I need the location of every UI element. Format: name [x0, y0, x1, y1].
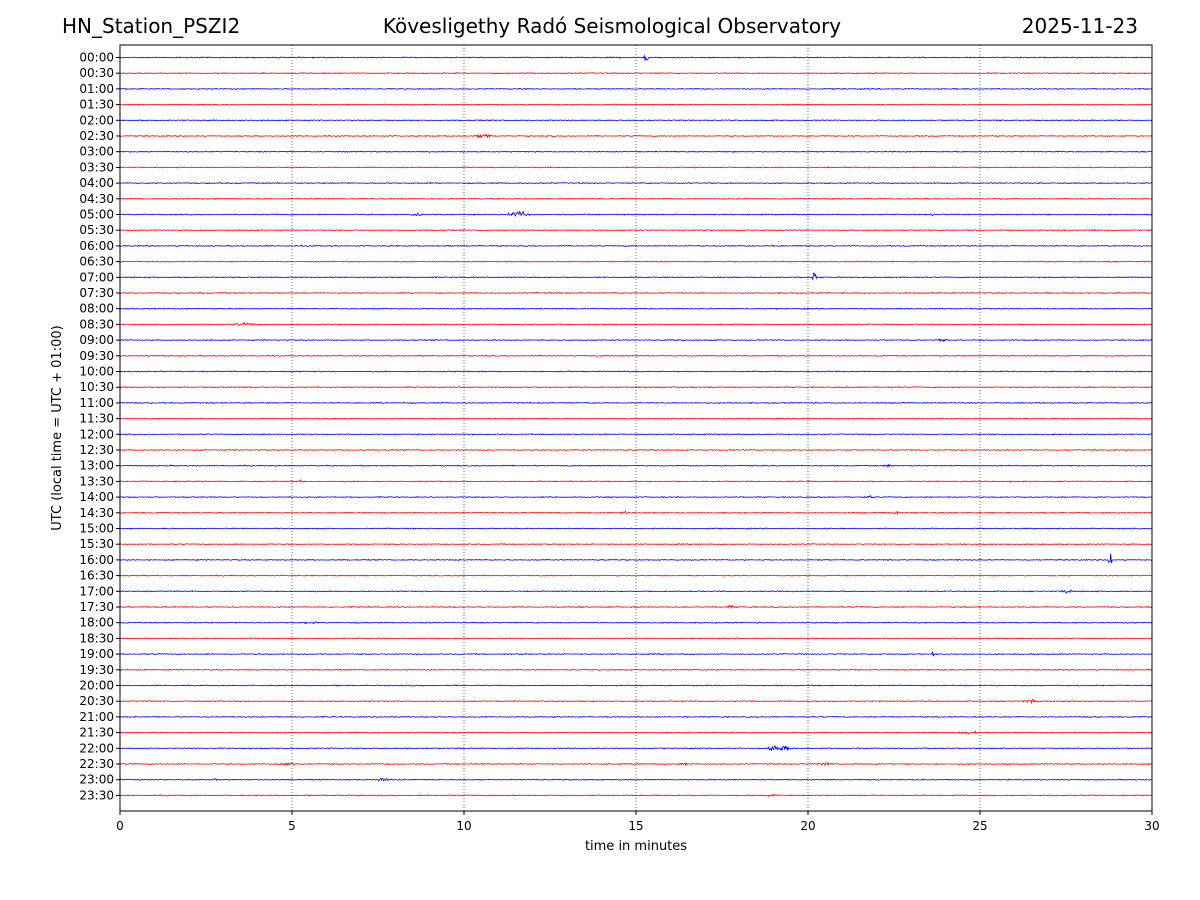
- y-tick-label: 12:30: [79, 443, 114, 457]
- y-tick-label: 15:30: [79, 537, 114, 551]
- trace-line-2230: [119, 761, 1152, 767]
- y-tick-label: 01:00: [79, 82, 114, 96]
- y-tick-label: 22:30: [79, 757, 114, 771]
- x-tick-label: 10: [456, 819, 471, 833]
- y-tick-label: 21:00: [79, 710, 114, 724]
- x-axis-label: time in minutes: [585, 839, 687, 854]
- trace-line-0300: [119, 150, 1153, 153]
- y-tick-label: 05:00: [79, 208, 114, 222]
- trace-line-1600: [119, 553, 1153, 564]
- y-tick-label: 19:30: [79, 663, 114, 677]
- trace-line-2000: [120, 684, 1153, 687]
- y-tick-label: 13:30: [79, 474, 114, 488]
- trace-line-1800: [119, 621, 1153, 625]
- y-tick-label: 19:00: [79, 647, 114, 661]
- trace-line-0800: [119, 307, 1153, 310]
- y-tick-label: 12:00: [79, 427, 114, 441]
- y-tick-label: 17:30: [79, 600, 114, 614]
- trace-line-0530: [119, 228, 1153, 232]
- plot-date: 2025-11-23: [1021, 14, 1138, 38]
- trace-line-2100: [119, 715, 1153, 719]
- y-tick-label: 14:30: [79, 506, 114, 520]
- y-tick-label: 08:00: [79, 302, 114, 316]
- trace-line-1130: [119, 417, 1153, 420]
- station-name: HN_Station_PSZI2: [62, 14, 241, 38]
- trace-line-1430: [119, 510, 1153, 516]
- y-tick-label: 23:00: [79, 773, 114, 787]
- y-tick-label: 20:30: [79, 694, 114, 708]
- y-tick-label: 08:30: [79, 317, 114, 331]
- y-tick-label: 11:30: [79, 412, 114, 426]
- x-tick-label: 30: [1144, 819, 1159, 833]
- y-tick-label: 21:30: [79, 726, 114, 740]
- trace-line-1000: [119, 370, 1153, 373]
- y-tick-label: 15:00: [79, 522, 114, 536]
- trace-line-0700: [119, 272, 1153, 281]
- trace-line-1200: [119, 433, 1153, 436]
- y-tick-label: 13:00: [79, 459, 114, 473]
- x-tick-label: 15: [628, 819, 643, 833]
- trace-line-1330: [119, 478, 1152, 484]
- y-tick-label: 18:30: [79, 631, 114, 645]
- y-tick-label: 04:00: [79, 176, 114, 190]
- y-tick-label: 03:00: [79, 145, 114, 159]
- y-tick-label: 02:00: [79, 113, 114, 127]
- y-tick-label: 00:00: [79, 51, 114, 65]
- trace-line-1530: [119, 543, 1152, 546]
- trace-line-0330: [119, 166, 1153, 169]
- trace-line-0500: [119, 210, 1153, 217]
- y-tick-label: 17:00: [79, 584, 114, 598]
- y-tick-label: 18:00: [79, 616, 114, 630]
- trace-line-0130: [119, 103, 1153, 106]
- y-tick-label: 06:00: [79, 239, 114, 253]
- y-tick-label: 11:00: [79, 396, 114, 410]
- y-tick-label: 10:30: [79, 380, 114, 394]
- x-tick-label: 0: [116, 819, 124, 833]
- y-tick-label: 07:30: [79, 286, 114, 300]
- x-tick-label: 20: [800, 819, 815, 833]
- trace-line-0730: [119, 291, 1153, 295]
- x-tick-label: 25: [972, 819, 987, 833]
- y-tick-label: 02:30: [79, 129, 114, 143]
- trace-line-0000: [119, 54, 1153, 61]
- x-tick-label: 5: [288, 819, 296, 833]
- y-tick-label: 10:00: [79, 365, 114, 379]
- trace-line-2300: [119, 777, 1152, 782]
- y-tick-label: 05:30: [79, 223, 114, 237]
- trace-line-2030: [119, 699, 1153, 705]
- y-tick-label: 23:30: [79, 788, 114, 802]
- y-tick-label: 22:00: [79, 741, 114, 755]
- y-tick-label: 09:30: [79, 349, 114, 363]
- trace-line-0100: [119, 87, 1153, 91]
- y-tick-label: 20:00: [79, 679, 114, 693]
- y-tick-label: 09:00: [79, 333, 114, 347]
- trace-line-2200: [120, 744, 1153, 752]
- trace-line-0600: [119, 244, 1153, 248]
- trace-line-1400: [120, 495, 1153, 499]
- vertical-gridlines: [291, 45, 981, 811]
- y-tick-label: 04:30: [79, 192, 114, 206]
- trace-line-0930: [119, 354, 1153, 357]
- y-tick-label: 01:30: [79, 98, 114, 112]
- observatory-title: Kövesligethy Radó Seismological Observat…: [382, 14, 842, 38]
- y-tick-label: 14:00: [79, 490, 114, 504]
- y-tick-label: 00:30: [79, 66, 114, 80]
- y-tick-label: 03:30: [79, 160, 114, 174]
- y-axis-label: UTC (local time = UTC + 01:00): [50, 325, 65, 530]
- x-tick-labels: 0 5 10 15 20 25 30: [116, 811, 1160, 833]
- y-tick-label: 07:00: [79, 270, 114, 284]
- y-tick-label: 16:30: [79, 569, 114, 583]
- trace-line-1830: [119, 637, 1153, 640]
- y-tick-label: 06:30: [79, 255, 114, 269]
- y-tick-label: 16:00: [79, 553, 114, 567]
